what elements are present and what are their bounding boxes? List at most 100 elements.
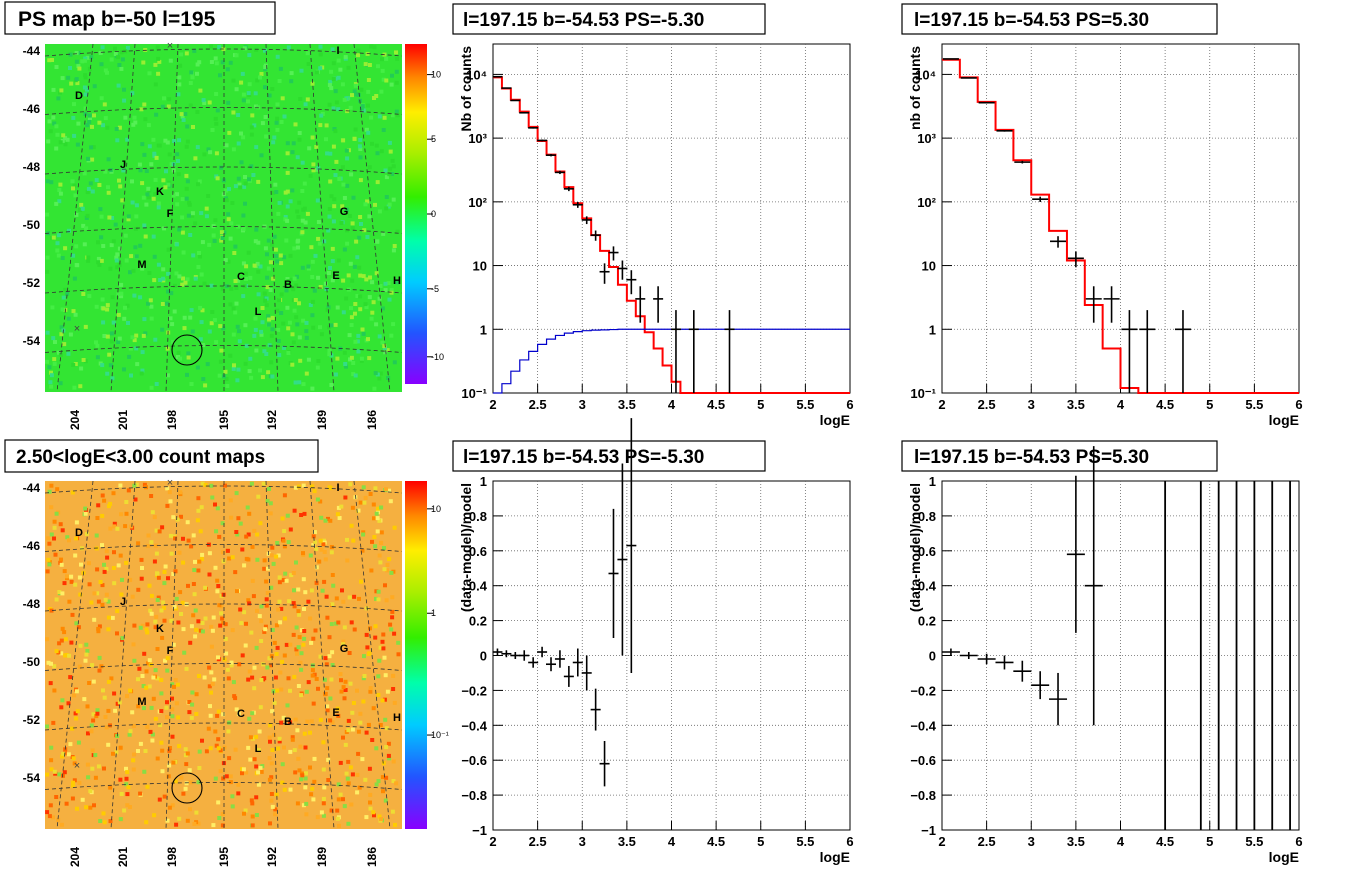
map-pixel xyxy=(290,362,295,367)
map-pixel xyxy=(204,749,209,754)
map-pixel xyxy=(295,728,300,733)
ps-map-colorbar xyxy=(405,44,427,384)
map-pixel xyxy=(263,246,268,251)
map-pixel xyxy=(52,664,57,669)
map-pixel xyxy=(92,803,96,808)
map-pixel xyxy=(192,568,197,572)
data-point xyxy=(537,646,548,658)
map-pixel xyxy=(362,228,367,233)
map-pixel xyxy=(330,663,335,667)
data-point xyxy=(960,77,977,79)
source-label: M xyxy=(137,259,146,271)
longitude-line xyxy=(110,480,136,830)
ps-map-panel: PS map b=-50 l=195 -44-46-48-50-52-54 20… xyxy=(4,1,444,430)
map-pixel xyxy=(103,169,108,174)
map-pixel xyxy=(209,644,214,649)
latitude-line xyxy=(44,285,403,294)
map-pixel xyxy=(83,511,88,516)
x-tick-label: 4.5 xyxy=(707,397,725,412)
map-pixel xyxy=(308,616,313,621)
map-pixel xyxy=(79,366,84,371)
map-pixel xyxy=(301,318,306,323)
b-tick-label: -44 xyxy=(23,481,41,495)
map-pixel xyxy=(249,375,254,380)
map-pixel xyxy=(93,753,98,757)
map-pixel xyxy=(381,632,386,637)
map-pixel xyxy=(113,52,118,56)
map-pixel xyxy=(326,228,331,233)
map-pixel xyxy=(104,566,109,571)
map-pixel xyxy=(256,494,261,499)
map-pixel xyxy=(97,183,102,187)
data-point xyxy=(572,201,583,208)
map-pixel xyxy=(139,557,144,562)
map-pixel xyxy=(273,812,278,817)
map-pixel xyxy=(223,369,228,374)
map-pixel xyxy=(343,495,348,500)
map-pixel xyxy=(356,349,361,354)
data-point xyxy=(492,648,503,656)
map-pixel xyxy=(180,600,185,605)
map-pixel xyxy=(270,628,275,632)
colorbar-tick-label: 1 xyxy=(431,608,436,618)
x-tick-label: 2.5 xyxy=(978,397,996,412)
map-pixel xyxy=(249,164,254,169)
map-pixel xyxy=(351,372,356,377)
map-pixel xyxy=(87,561,91,566)
map-pixel xyxy=(236,367,241,372)
data-point xyxy=(1139,310,1156,393)
map-pixel xyxy=(291,571,296,575)
map-pixel xyxy=(104,592,109,597)
map-pixel xyxy=(291,340,296,345)
map-pixel xyxy=(202,101,207,105)
map-pixel xyxy=(241,767,246,772)
map-pixel xyxy=(191,533,196,538)
map-pixel xyxy=(217,534,222,539)
map-pixel xyxy=(345,776,350,781)
map-pixel xyxy=(188,233,193,237)
map-pixel xyxy=(387,172,392,177)
map-pixel xyxy=(57,199,62,204)
map-pixel xyxy=(354,239,359,244)
map-pixel xyxy=(71,253,76,258)
map-pixel xyxy=(276,553,281,558)
map-pixel xyxy=(306,680,311,685)
map-pixel xyxy=(143,749,148,753)
map-pixel xyxy=(109,676,114,681)
map-pixel xyxy=(188,103,193,108)
map-pixel xyxy=(318,66,323,71)
map-pixel xyxy=(171,193,176,198)
y-tick-label: 1 xyxy=(480,474,487,489)
map-pixel xyxy=(377,814,382,819)
map-pixel xyxy=(189,624,194,629)
map-pixel xyxy=(247,369,252,374)
map-pixel xyxy=(60,307,65,312)
map-pixel xyxy=(47,814,52,819)
map-pixel xyxy=(148,608,153,613)
map-pixel xyxy=(330,259,335,264)
map-pixel xyxy=(184,666,189,671)
map-pixel xyxy=(191,253,196,258)
map-pixel xyxy=(345,156,350,161)
map-pixel xyxy=(325,704,330,709)
map-pixel xyxy=(221,776,226,781)
map-pixel xyxy=(293,485,298,490)
map-pixel xyxy=(327,207,332,211)
map-pixel xyxy=(96,503,101,508)
map-pixel xyxy=(336,107,341,112)
map-pixel xyxy=(369,115,374,120)
map-pixel xyxy=(298,744,303,749)
map-pixel xyxy=(390,615,395,620)
map-pixel xyxy=(127,732,132,737)
map-pixel xyxy=(153,543,158,548)
map-pixel xyxy=(233,747,238,752)
map-pixel xyxy=(279,720,284,725)
map-pixel xyxy=(85,55,90,60)
map-pixel xyxy=(180,230,185,235)
map-pixel xyxy=(134,333,139,338)
map-pixel xyxy=(253,91,258,96)
map-pixel xyxy=(220,550,225,555)
map-pixel xyxy=(205,362,210,367)
map-pixel xyxy=(252,757,257,762)
map-pixel xyxy=(355,294,360,298)
